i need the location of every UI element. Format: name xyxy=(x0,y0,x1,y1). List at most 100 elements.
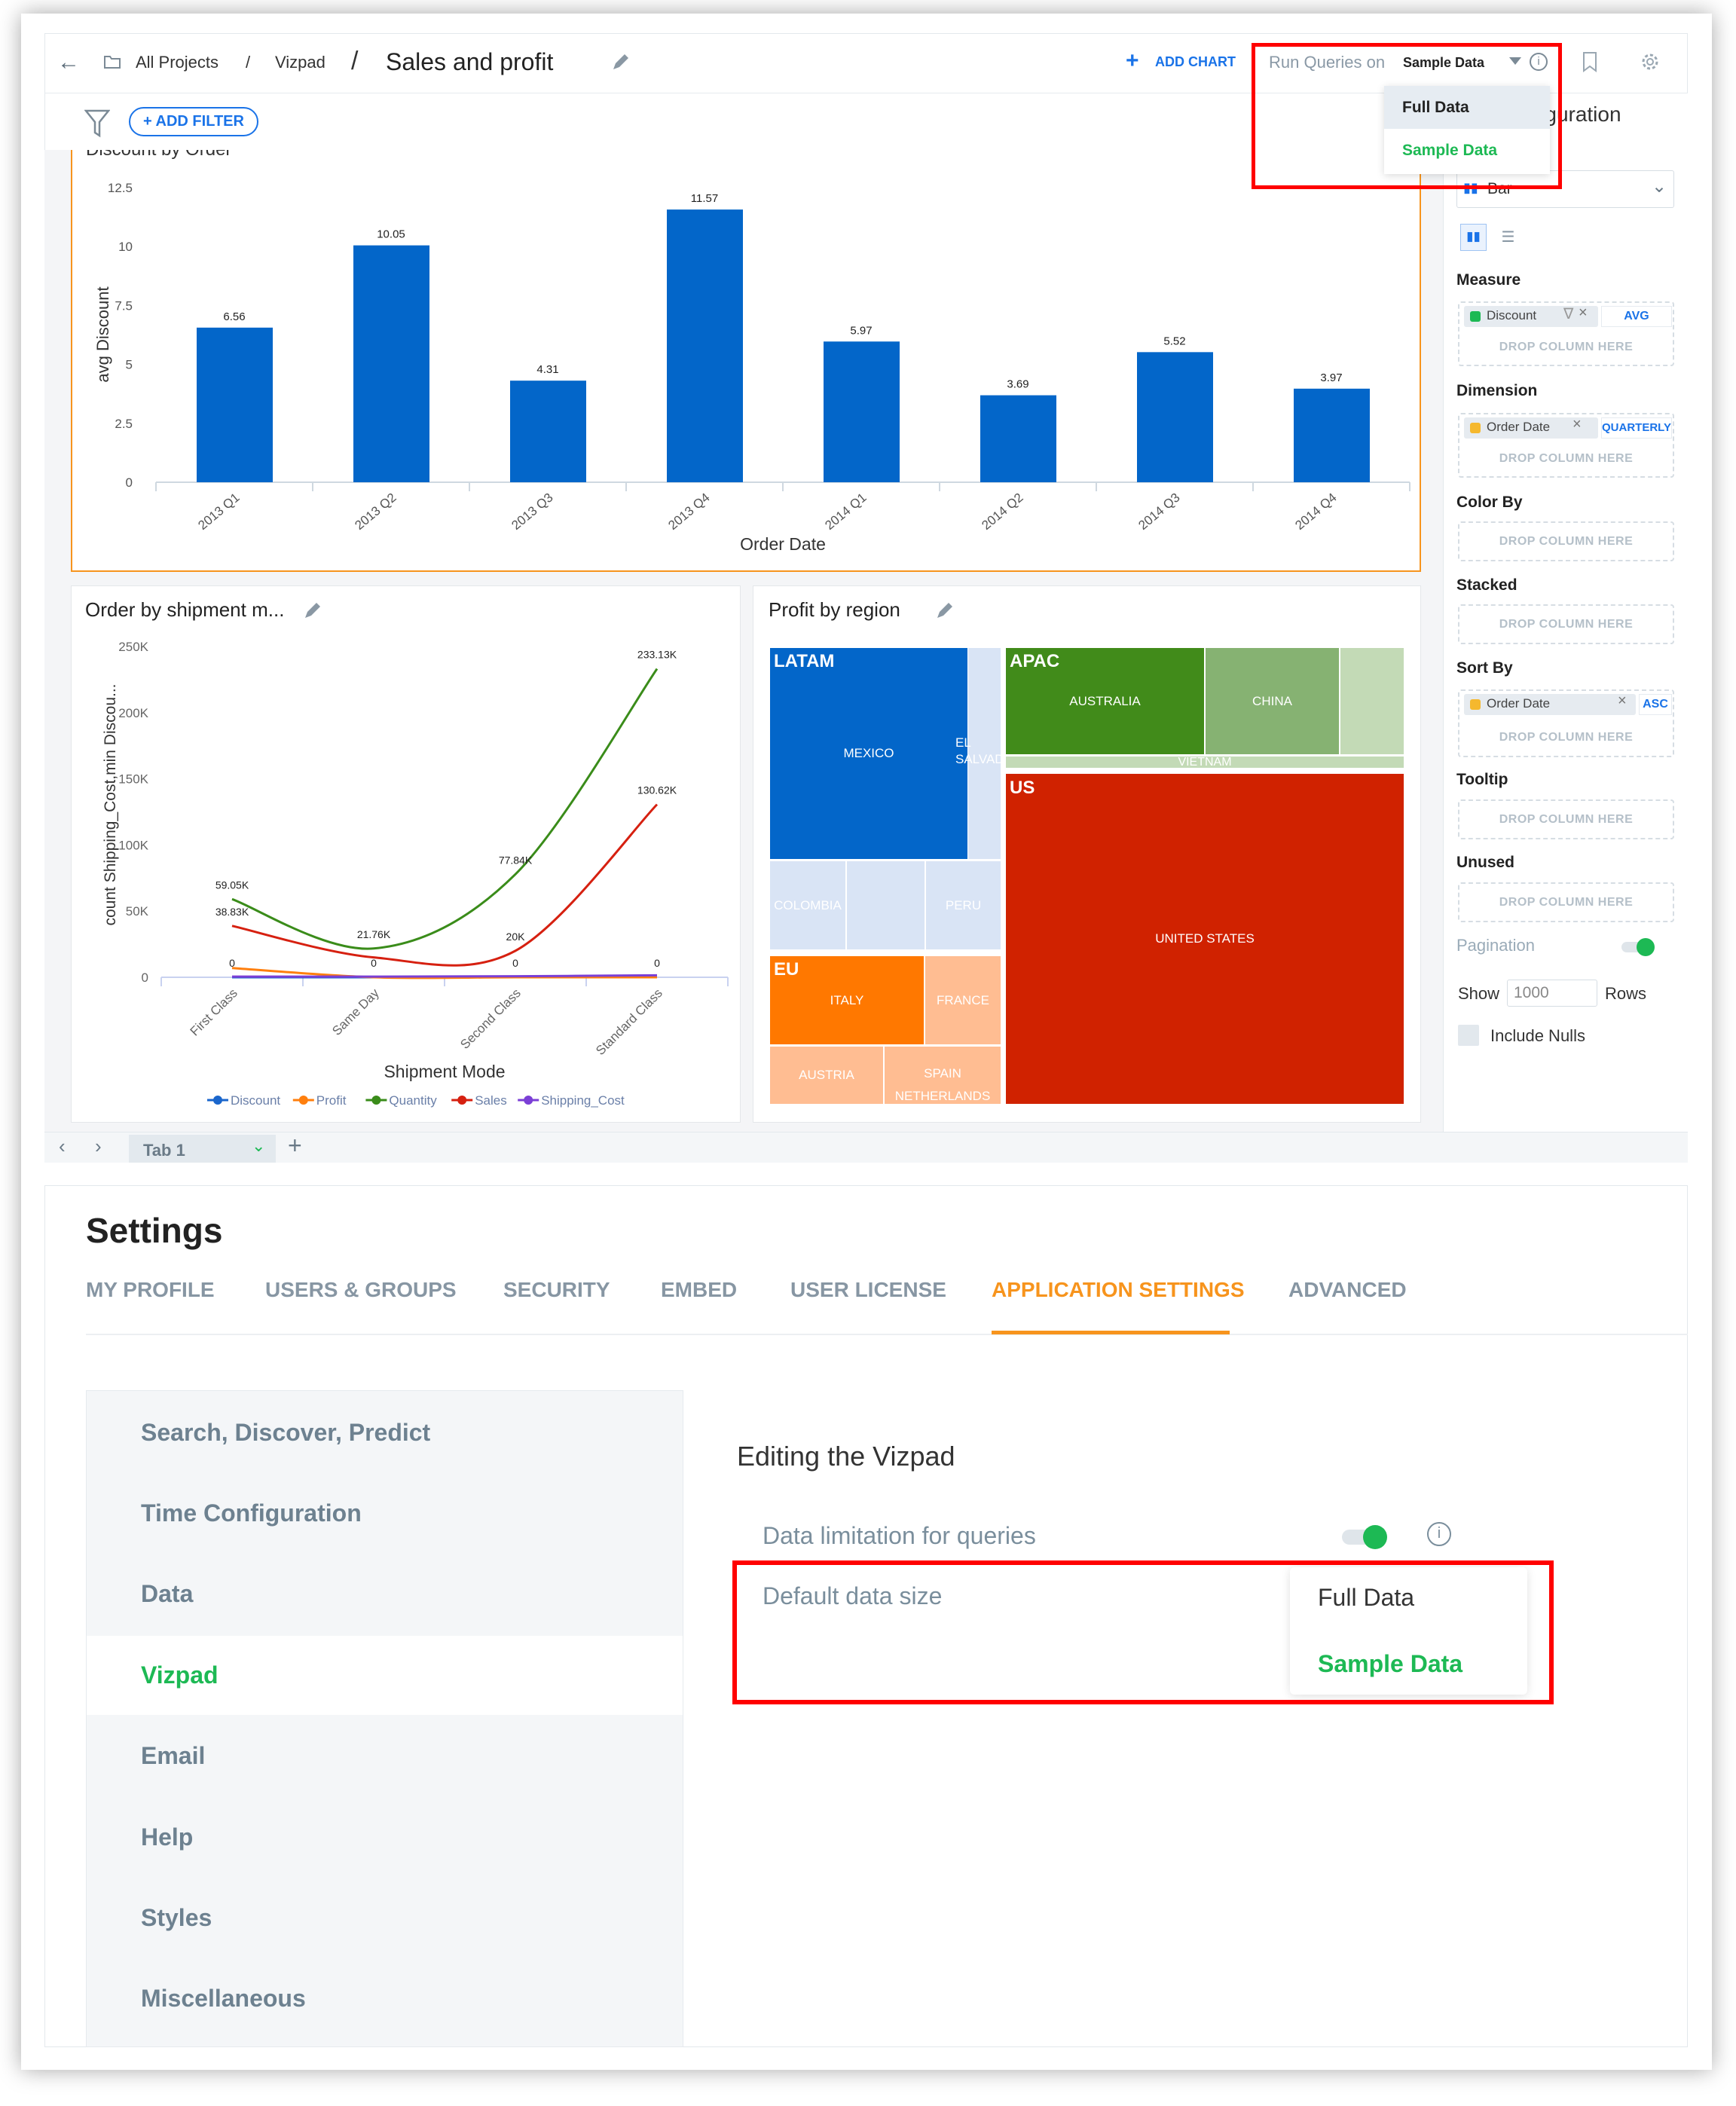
treemap-cell-mexico[interactable]: MEXICO xyxy=(770,648,967,859)
treemap-cell-spain-netherlands[interactable]: SPAIN NETHERLANDS xyxy=(885,1047,1001,1104)
x-tick-label: Standard Class xyxy=(593,986,665,1058)
nav-help[interactable]: Help xyxy=(141,1823,194,1851)
tab-1[interactable]: Tab 1 ⌄ xyxy=(129,1135,276,1163)
add-chart-button[interactable]: ADD CHART xyxy=(1155,54,1236,69)
edit-pencil-icon[interactable] xyxy=(934,600,955,621)
filter-icon[interactable]: ∇ xyxy=(1563,306,1574,322)
info-icon[interactable]: i xyxy=(1530,53,1548,71)
run-queries-menu: Full Data Sample Data xyxy=(1384,86,1550,174)
bookmark-icon[interactable] xyxy=(1582,51,1598,72)
sort-direction-button[interactable]: ASC xyxy=(1639,694,1672,715)
horizontal-bar-icon[interactable]: ☰ xyxy=(1501,229,1515,246)
treemap-cell-france[interactable]: FRANCE xyxy=(925,956,1001,1044)
x-tick-label: 2014 Q4 xyxy=(1292,491,1339,533)
tab-my-profile[interactable]: MY PROFILE xyxy=(86,1278,215,1301)
filter-funnel-icon[interactable] xyxy=(84,109,110,139)
drop-hint: DROP COLUMN HERE xyxy=(1499,731,1634,744)
line-chart-card[interactable]: Order by shipment m... 0 50K 100K 150K 200K 2… xyxy=(71,585,741,1123)
caret-down-icon[interactable] xyxy=(1509,57,1521,65)
tab-user-license[interactable]: USER LICENSE xyxy=(790,1278,946,1301)
measure-dropzone[interactable]: Discount ∇ × AVG DROP COLUMN HERE xyxy=(1458,301,1674,366)
dimension-dropzone[interactable]: Order Date × QUARTERLY DROP COLUMN HERE xyxy=(1458,413,1674,478)
data-limitation-toggle[interactable] xyxy=(1342,1525,1387,1549)
tab-application-settings[interactable]: APPLICATION SETTINGS xyxy=(992,1278,1245,1301)
x-tick-label: 2013 Q1 xyxy=(195,491,242,533)
option-full-data[interactable]: Full Data xyxy=(1318,1584,1415,1611)
tab-prev-icon[interactable]: ‹ xyxy=(59,1135,66,1157)
page-title: Sales and profit xyxy=(386,48,554,75)
number-icon xyxy=(1470,311,1481,322)
toggle-knob xyxy=(1637,938,1655,956)
edit-pencil-icon[interactable] xyxy=(302,600,323,621)
treemap-cell-australia[interactable]: AUSTRALIA xyxy=(1006,648,1204,754)
data-label: 3.97 xyxy=(1320,371,1342,384)
menu-item-sample-data[interactable]: Sample Data xyxy=(1384,129,1550,174)
treemap-cell-colombia[interactable]: COLOMBIA xyxy=(770,861,845,949)
sort-pill[interactable]: Order Date xyxy=(1464,694,1636,715)
bar xyxy=(510,381,586,482)
y-tick-label: 7.5 xyxy=(115,298,133,313)
aggregation-button[interactable]: AVG xyxy=(1601,306,1672,327)
breadcrumb-vizpad[interactable]: Vizpad xyxy=(275,53,326,72)
sort-by-dropzone[interactable]: Order Date × ASC DROP COLUMN HERE xyxy=(1458,689,1674,757)
nav-data[interactable]: Data xyxy=(141,1580,194,1607)
run-queries-select[interactable]: Sample Data xyxy=(1403,55,1485,70)
tooltip-dropzone[interactable]: DROP COLUMN HERE xyxy=(1458,799,1674,839)
remove-icon[interactable]: × xyxy=(1618,692,1627,709)
include-nulls-checkbox[interactable] xyxy=(1458,1025,1479,1046)
y-tick-label: 150K xyxy=(118,772,148,787)
treemap-cell-latam-other[interactable] xyxy=(847,861,925,949)
nav-search-discover-predict[interactable]: Search, Discover, Predict xyxy=(141,1419,431,1446)
tab-next-icon[interactable]: › xyxy=(95,1135,102,1157)
default-data-size-label: Default data size xyxy=(763,1582,943,1609)
treemap-cell-united-states[interactable]: UNITED STATES xyxy=(1006,774,1404,1104)
tab-security[interactable]: SECURITY xyxy=(503,1278,610,1301)
unused-dropzone[interactable]: DROP COLUMN HERE xyxy=(1458,882,1674,922)
rows-input[interactable] xyxy=(1507,980,1597,1007)
treemap-cell-austria[interactable]: AUSTRIA xyxy=(770,1047,883,1104)
add-filter-button[interactable]: + ADD FILTER xyxy=(129,107,258,136)
option-sample-data[interactable]: Sample Data xyxy=(1318,1650,1463,1677)
cell-label: UNITED STATES xyxy=(1155,931,1255,946)
pagination-toggle[interactable] xyxy=(1621,938,1655,956)
dimension-pill[interactable]: Order Date xyxy=(1464,417,1598,439)
remove-icon[interactable]: × xyxy=(1572,416,1582,433)
treemap-cell-vietnam[interactable]: VIETNAM xyxy=(1006,757,1404,768)
menu-item-full-data[interactable]: Full Data xyxy=(1384,86,1550,129)
stacked-dropzone[interactable]: DROP COLUMN HERE xyxy=(1458,604,1674,644)
data-limitation-label: Data limitation for queries xyxy=(763,1522,1036,1549)
nav-email[interactable]: Email xyxy=(141,1742,206,1769)
treemap-cell-china[interactable]: CHINA xyxy=(1206,648,1339,754)
nav-time-configuration[interactable]: Time Configuration xyxy=(141,1499,362,1527)
bar-chart-card[interactable]: Discount by Order 0 2.5 5 7.5 10 12.5 6.56 2013… xyxy=(71,150,1421,572)
granularity-button[interactable]: QUARTERLY xyxy=(1601,417,1672,439)
treemap-region-label: US xyxy=(1010,778,1035,798)
measure-pill[interactable]: Discount xyxy=(1464,306,1598,327)
y-tick-label: 200K xyxy=(118,706,148,720)
add-tab-button[interactable]: + xyxy=(288,1132,302,1159)
data-label: 6.56 xyxy=(223,310,245,323)
treemap-cell-el-salvador[interactable] xyxy=(968,648,1001,859)
back-arrow-icon[interactable]: ← xyxy=(57,50,80,75)
color-by-dropzone[interactable]: DROP COLUMN HERE xyxy=(1458,521,1674,561)
breadcrumb-all-projects[interactable]: All Projects xyxy=(136,53,219,72)
nav-styles[interactable]: Styles xyxy=(141,1904,212,1931)
tab-users-groups[interactable]: USERS & GROUPS xyxy=(265,1278,457,1301)
info-icon[interactable]: i xyxy=(1427,1522,1451,1546)
treemap-cell-peru[interactable]: PERU xyxy=(926,861,1001,949)
x-tick-label: 2014 Q1 xyxy=(822,491,869,533)
tab-embed[interactable]: EMBED xyxy=(661,1278,738,1301)
vertical-bar-icon[interactable]: ▮▮ xyxy=(1460,224,1487,251)
treemap-cell-italy[interactable]: ITALY xyxy=(770,956,924,1044)
settings-title: Settings xyxy=(86,1211,223,1250)
tab-advanced[interactable]: ADVANCED xyxy=(1288,1278,1407,1301)
gear-icon[interactable] xyxy=(1640,51,1661,72)
chevron-down-icon[interactable]: ⌄ xyxy=(252,1136,266,1155)
edit-pencil-icon[interactable] xyxy=(610,51,631,72)
legend-marker xyxy=(371,1096,381,1105)
cell-label: FRANCE xyxy=(937,992,989,1007)
treemap-cell-apac-other[interactable] xyxy=(1340,648,1404,754)
remove-icon[interactable]: × xyxy=(1579,304,1588,321)
nav-vizpad[interactable]: Vizpad xyxy=(141,1661,219,1689)
nav-miscellaneous[interactable]: Miscellaneous xyxy=(141,1985,306,2012)
